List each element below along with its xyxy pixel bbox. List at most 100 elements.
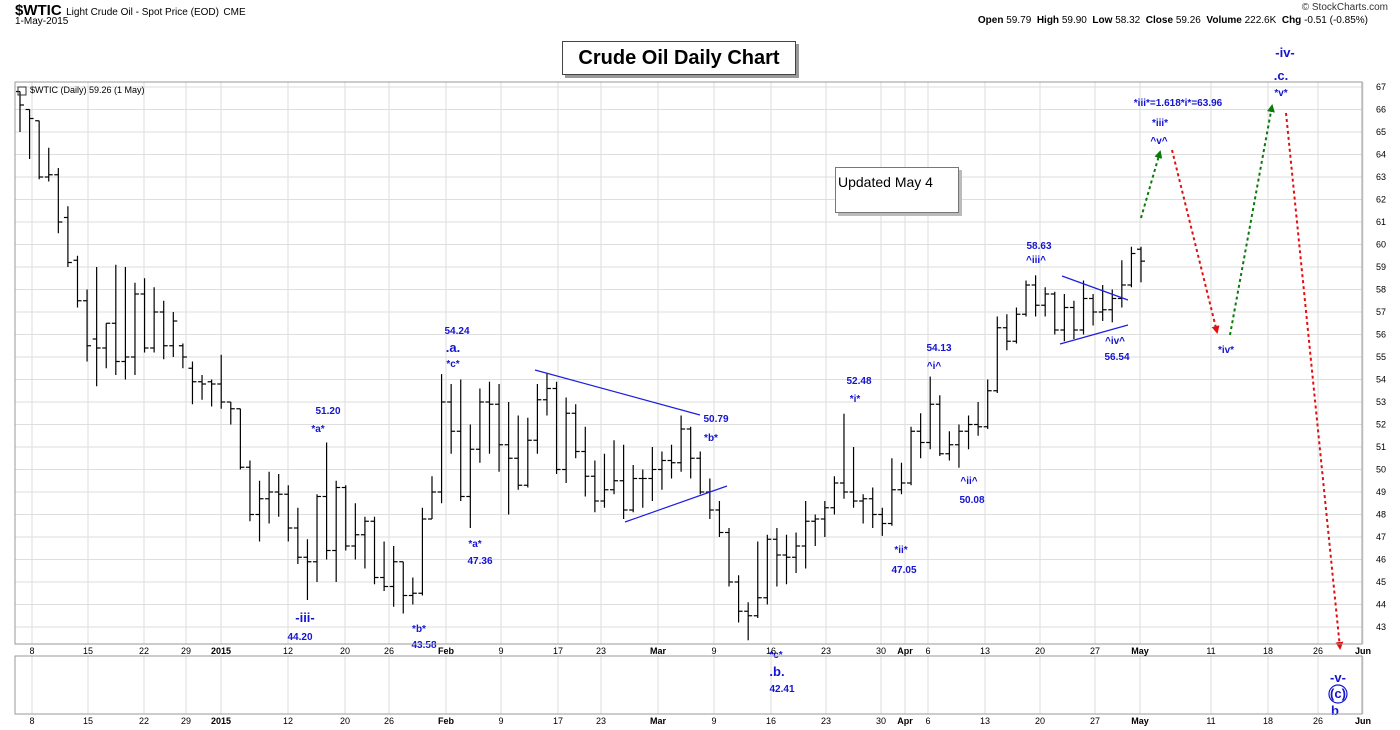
x-tick-label: 27 (1090, 646, 1100, 656)
x-tick-label: 26 (1313, 716, 1323, 726)
y-tick-label: 44 (1376, 600, 1386, 610)
legend-marker-icon (17, 86, 27, 96)
title-box: Crude Oil Daily Chart (562, 41, 796, 75)
wave-label: (c) (1330, 686, 1346, 701)
y-tick-label: 63 (1376, 172, 1386, 182)
updated-box: Updated May 4 (835, 167, 959, 213)
x-tick-label: Apr (897, 646, 913, 656)
trendline (624, 485, 728, 523)
x-tick-label: Jun (1355, 716, 1371, 726)
x-tick-label: May (1131, 646, 1149, 656)
x-tick-label: Mar (650, 646, 667, 656)
symbol-label: $WTIC (15, 2, 62, 19)
wave-label: *i* (850, 394, 861, 405)
x-tick-label: 29 (181, 716, 191, 726)
x-tick-label: 2015 (211, 646, 231, 656)
chg-value: -0.51 (-0.85%) (1304, 15, 1368, 26)
y-tick-label: 43 (1376, 622, 1386, 632)
y-tick-label: 67 (1376, 82, 1386, 92)
x-tick-label: 11 (1206, 646, 1215, 656)
x-tick-label: 22 (139, 716, 149, 726)
trendline (1059, 324, 1129, 345)
y-tick-label: 62 (1376, 195, 1386, 205)
forecast-arrow (1140, 150, 1163, 219)
y-tick-label: 49 (1376, 487, 1386, 497)
x-tick-label: Feb (438, 716, 455, 726)
y-tick-label: 59 (1376, 262, 1386, 272)
exchange-label: CME (223, 7, 246, 18)
x-tick-label: 6 (925, 716, 930, 726)
y-tick-label: 46 (1376, 555, 1386, 565)
x-tick-label: 9 (498, 646, 503, 656)
x-tick-label: 26 (1313, 646, 1323, 656)
x-tick-label: 2015 (211, 716, 231, 726)
forecast-arrow (1171, 149, 1220, 334)
y-tick-label: 66 (1376, 105, 1386, 115)
x-tick-label: 8 (29, 716, 34, 726)
wave-label: 52.48 (846, 376, 871, 387)
lower-panel-frame (14, 655, 1363, 715)
wave-label: 54.24 (444, 326, 469, 337)
wave-label: *a* (311, 424, 324, 435)
y-tick-label: 65 (1376, 127, 1386, 137)
trendline (1061, 275, 1129, 301)
x-tick-label: 9 (498, 716, 503, 726)
copyright-label: © StockCharts.com (1301, 2, 1388, 13)
y-tick-label: 45 (1376, 577, 1386, 587)
x-tick-label: 12 (283, 716, 293, 726)
wave-label: -v- (1330, 670, 1346, 685)
x-tick-label: 20 (1035, 716, 1045, 726)
x-tick-label: 23 (596, 646, 606, 656)
x-tick-label: 8 (29, 646, 34, 656)
x-tick-label: 18 (1263, 716, 1273, 726)
main-panel-frame (14, 81, 1363, 645)
open-value: 59.79 (1006, 15, 1032, 26)
x-tick-label: 30 (876, 716, 886, 726)
wave-label: ^i^ (927, 361, 942, 372)
wave-label: .c. (1274, 68, 1288, 83)
x-tick-label: 20 (1035, 646, 1045, 656)
wave-label: .a. (446, 340, 460, 355)
x-tick-label: 27 (1090, 716, 1100, 726)
x-tick-label: 17 (553, 646, 563, 656)
wave-label: ^v^ (1150, 136, 1167, 147)
grid (15, 82, 1364, 714)
wave-label: 43.58 (411, 640, 436, 651)
y-tick-label: 56 (1376, 330, 1386, 340)
annotations-layer: 51.20 *a* -iii- 44.20 *b* 43.58 54.24 .a. *c* *a*… (287, 45, 1348, 718)
updated-label: Updated May 4 (838, 174, 933, 190)
wave-label: ^iii^ (1026, 255, 1046, 266)
wave-label: 47.36 (467, 556, 492, 567)
y-tick-label: 50 (1376, 465, 1386, 475)
y-tick-label: 47 (1376, 532, 1386, 542)
wave-circle (1328, 684, 1348, 704)
wave-label: *b* (412, 624, 426, 635)
wave-label: 54.13 (926, 343, 951, 354)
x-tick-label: 16 (766, 646, 776, 656)
y-tick-label: 53 (1376, 397, 1386, 407)
wave-label: -iii- (295, 610, 315, 625)
x-tick-label: 29 (181, 646, 191, 656)
x-tick-label: 15 (83, 646, 93, 656)
x-tick-label: 22 (139, 646, 149, 656)
x-tick-label: 18 (1263, 646, 1273, 656)
volume-value: 222.6K (1244, 15, 1277, 26)
x-tick-label: 9 (711, 716, 716, 726)
trendline (534, 369, 701, 416)
axes: 4344454647484950515253545556575859606162… (14, 81, 1386, 726)
x-tick-label: Feb (438, 646, 455, 656)
x-tick-label: 23 (821, 716, 831, 726)
date-label: 1-May-2015 (15, 16, 69, 27)
x-tick-label: 12 (283, 646, 293, 656)
y-tick-label: 48 (1376, 510, 1386, 520)
high-value: 59.90 (1061, 15, 1087, 26)
x-tick-label: Apr (897, 716, 913, 726)
chart-title: Crude Oil Daily Chart (578, 46, 780, 69)
wave-label: *ii* (894, 545, 907, 556)
x-tick-label: 23 (821, 646, 831, 656)
wave-label: *iv* (1218, 345, 1234, 356)
y-tick-label: 60 (1376, 240, 1386, 250)
x-tick-label: May (1131, 716, 1149, 726)
wave-label: .b. (769, 664, 784, 679)
